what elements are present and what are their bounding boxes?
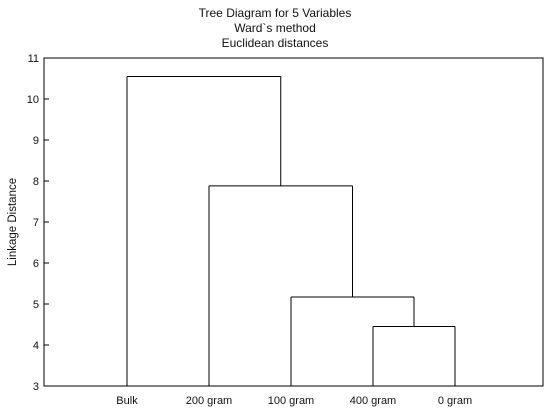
- y-tick-label: 6: [33, 258, 39, 270]
- y-axis-label: Linkage Distance: [7, 178, 19, 266]
- plot-frame: [43, 57, 544, 387]
- y-tick-label: 8: [33, 176, 39, 188]
- chart-title-line: Ward`s method: [234, 21, 316, 35]
- x-axis: Bulk 200 gram 100 gram 400 gram 0 gram: [116, 395, 472, 407]
- leaf-label: 0 gram: [438, 395, 472, 407]
- leaf-label: Bulk: [116, 395, 138, 407]
- y-tick-label: 7: [33, 217, 39, 229]
- y-tick-label: 3: [33, 381, 39, 393]
- y-tick-label: 11: [28, 53, 39, 65]
- dendrogram-links: [126, 75, 456, 386]
- leaf-label: 400 gram: [350, 395, 396, 407]
- y-tick-label: 10: [27, 94, 39, 106]
- y-tick-label: 4: [33, 340, 39, 352]
- y-axis: 3 4 5 6 7 8 9 10 11: [27, 53, 49, 393]
- leaf-label: 200 gram: [186, 395, 232, 407]
- y-tick-label: 5: [33, 299, 39, 311]
- leaf-label: 100 gram: [268, 395, 314, 407]
- chart-title-line: Tree Diagram for 5 Variables: [199, 6, 352, 20]
- chart-title-line: Euclidean distances: [222, 36, 329, 50]
- y-tick-label: 9: [33, 135, 39, 147]
